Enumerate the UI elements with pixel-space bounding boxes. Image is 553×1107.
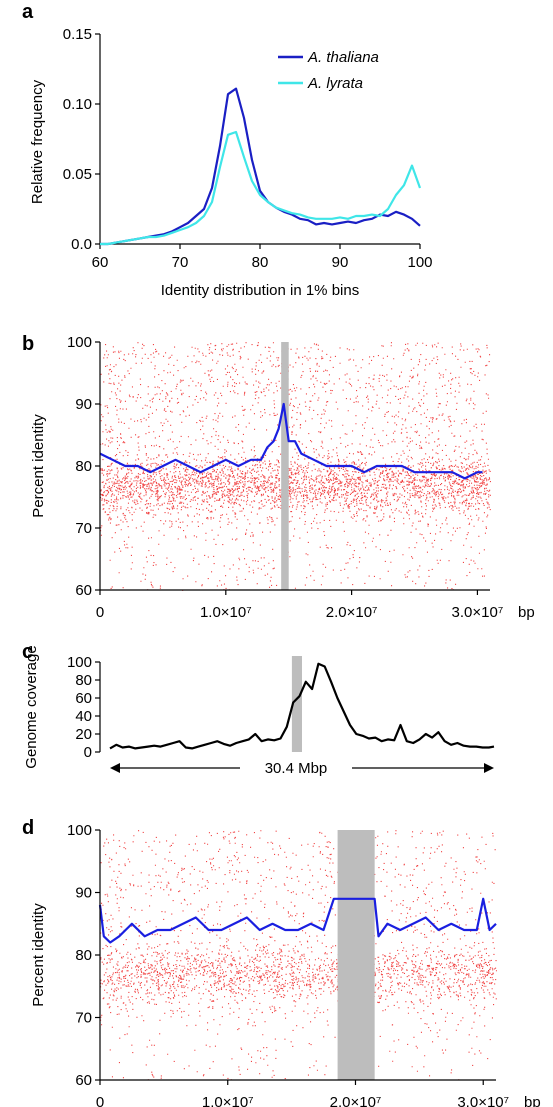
scatter-points bbox=[100, 342, 491, 591]
y-axis-label: Relative frequency bbox=[29, 79, 46, 204]
y-axis-label: Percent identity bbox=[30, 903, 47, 1007]
y-tick-label: 0.05 bbox=[63, 166, 92, 183]
centromere-band bbox=[291, 656, 302, 752]
x-unit-label: bp bbox=[524, 1094, 541, 1107]
x-tick-label: 70 bbox=[172, 254, 189, 271]
panel-a: a 0.0 0.05 0.10 0.15 60 70 80 90 100 Identity dis… bbox=[22, 1, 433, 299]
x-tick-label: 2.0×10⁷ bbox=[330, 1094, 382, 1107]
x-tick-label: 0 bbox=[96, 604, 104, 621]
y-tick-label: 90 bbox=[75, 885, 92, 902]
y-tick-label: 20 bbox=[75, 726, 92, 743]
identity-line bbox=[98, 897, 497, 944]
x-tick-label: 100 bbox=[407, 254, 432, 271]
y-tick-label: 0.10 bbox=[63, 96, 92, 113]
x-tick-label: 3.0×10⁷ bbox=[452, 604, 504, 621]
legend-label: A. thaliana bbox=[307, 49, 379, 66]
coverage-line bbox=[109, 662, 495, 750]
series-line-thaliana bbox=[100, 87, 421, 246]
panel-b-letter: b bbox=[22, 333, 34, 355]
y-tick-label: 100 bbox=[67, 654, 92, 671]
panel-d: d 60 70 80 90 100 0 1.0×10⁷ 2.0×10⁷ 3.0×10⁷ bp Per… bbox=[22, 817, 541, 1107]
span-label: 30.4 Mbp bbox=[265, 760, 328, 777]
y-tick-label: 70 bbox=[75, 520, 92, 537]
x-unit-label: bp bbox=[518, 604, 535, 621]
x-axis-label: Identity distribution in 1% bins bbox=[161, 282, 359, 299]
y-tick-label: 90 bbox=[75, 396, 92, 413]
y-tick-label: 60 bbox=[75, 582, 92, 599]
x-tick-label: 3.0×10⁷ bbox=[457, 1094, 509, 1107]
x-tick-label: 90 bbox=[332, 254, 349, 271]
y-tick-label: 70 bbox=[75, 1010, 92, 1027]
y-tick-label: 0.0 bbox=[71, 236, 92, 253]
x-tick-label: 1.0×10⁷ bbox=[200, 604, 252, 621]
y-tick-label: 100 bbox=[67, 822, 92, 839]
y-tick-label: 100 bbox=[67, 334, 92, 351]
y-axis-label: Genome coverage bbox=[23, 645, 40, 768]
y-axis-label: Percent identity bbox=[30, 414, 47, 518]
y-tick-label: 60 bbox=[75, 1072, 92, 1089]
panel-a-letter: a bbox=[22, 1, 34, 23]
legend-label: A. lyrata bbox=[307, 75, 363, 92]
y-tick-label: 0 bbox=[84, 744, 92, 761]
y-tick-label: 80 bbox=[75, 947, 92, 964]
centromere-band bbox=[281, 342, 289, 590]
panel-b: b 60 70 80 90 100 0 1.0×10⁷ 2.0×10⁷ 3.0×10⁷ bp Per… bbox=[22, 333, 535, 621]
span-arrowhead-left bbox=[110, 763, 120, 773]
x-tick-label: 80 bbox=[252, 254, 269, 271]
identity-line bbox=[99, 402, 483, 480]
series-line-lyrata bbox=[100, 130, 422, 246]
x-tick-label: 0 bbox=[96, 1094, 104, 1107]
y-tick-label: 0.15 bbox=[63, 26, 92, 43]
span-arrowhead-right bbox=[484, 763, 494, 773]
y-tick-label: 80 bbox=[75, 458, 92, 475]
x-tick-label: 1.0×10⁷ bbox=[202, 1094, 254, 1107]
x-tick-label: 60 bbox=[92, 254, 109, 271]
x-tick-label: 2.0×10⁷ bbox=[326, 604, 378, 621]
y-tick-label: 60 bbox=[75, 690, 92, 707]
scatter-points bbox=[100, 830, 497, 1081]
y-tick-label: 80 bbox=[75, 672, 92, 689]
panel-c-letter: c bbox=[22, 641, 33, 663]
panel-d-letter: d bbox=[22, 817, 34, 839]
centromere-band bbox=[337, 830, 375, 1080]
y-tick-label: 40 bbox=[75, 708, 92, 725]
